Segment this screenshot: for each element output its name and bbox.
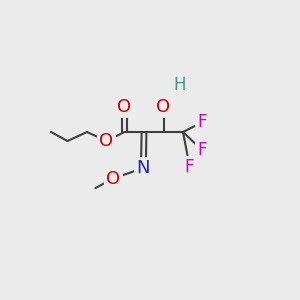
Text: F: F: [185, 158, 194, 175]
Text: N: N: [137, 159, 150, 177]
Text: H: H: [173, 76, 186, 94]
Text: F: F: [197, 141, 207, 159]
Text: O: O: [156, 98, 171, 116]
Text: F: F: [197, 113, 207, 131]
Text: O: O: [106, 169, 121, 188]
Text: O: O: [117, 98, 132, 116]
Text: O: O: [99, 132, 114, 150]
